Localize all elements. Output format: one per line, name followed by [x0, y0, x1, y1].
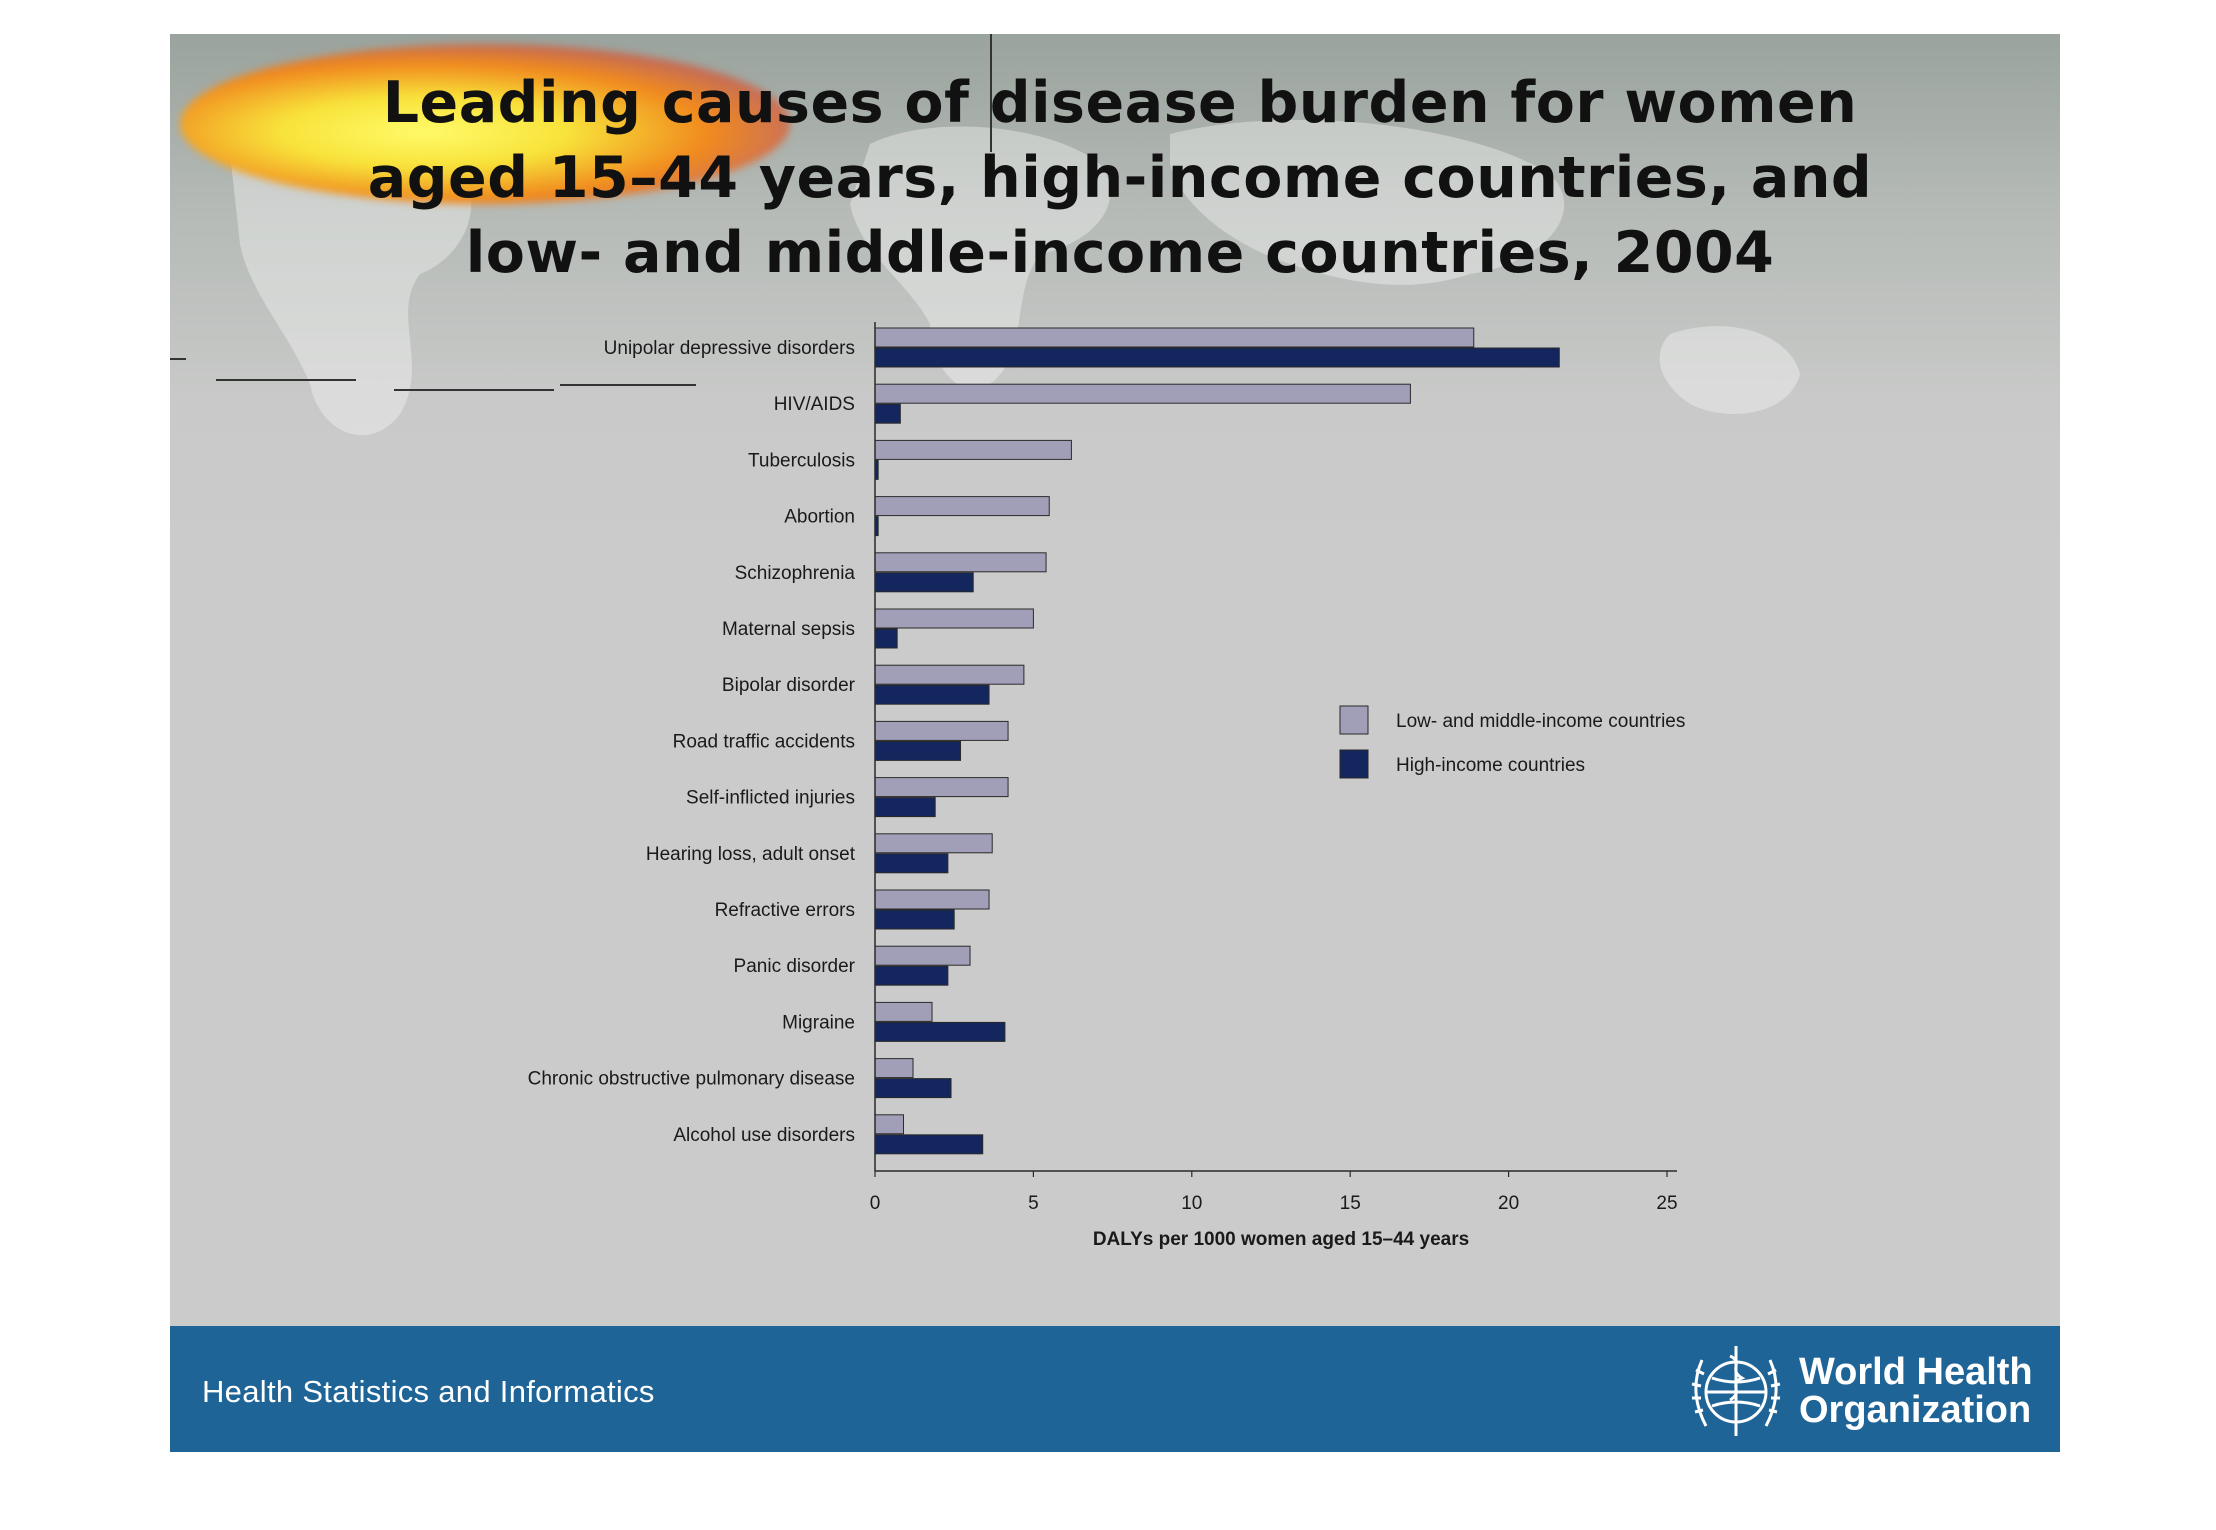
bar-high-income — [874, 909, 955, 930]
category-label: Panic disorder — [734, 956, 856, 977]
category-label: Road traffic accidents — [673, 731, 855, 752]
legend-swatch-low-middle-income — [1339, 705, 1369, 735]
slide: Leading causes of disease burden for wom… — [170, 34, 2060, 1452]
who-emblem-icon — [1691, 1346, 1781, 1436]
category-label: HIV/AIDS — [774, 394, 855, 415]
category-label: Hearing loss, adult onset — [646, 844, 856, 865]
who-logo: World Health Organization — [1682, 1336, 2042, 1446]
who-name-line2: Organization — [1799, 1389, 2032, 1431]
bar-high-income — [874, 403, 901, 424]
x-axis-title: DALYs per 1000 women aged 15–44 years — [1093, 1229, 1469, 1250]
x-tick-label: 15 — [1340, 1193, 1361, 1214]
bar-low-middle-income — [874, 1058, 914, 1079]
bar-low-middle-income — [874, 945, 971, 966]
bar-chart: Unipolar depressive disorders HIV/AIDS Tub… — [528, 322, 1685, 1250]
bar-low-middle-income — [874, 552, 1047, 573]
underline-mark — [560, 384, 696, 386]
x-tick-label: 5 — [1028, 1193, 1039, 1214]
legend-label: Low- and middle-income countries — [1396, 711, 1685, 732]
category-label: Tuberculosis — [748, 450, 855, 471]
bar-low-middle-income — [874, 1114, 905, 1135]
category-label: Maternal sepsis — [722, 619, 855, 640]
category-label: Unipolar depressive disorders — [604, 338, 855, 359]
x-tick-label: 10 — [1181, 1193, 1202, 1214]
x-tick-label: 25 — [1656, 1193, 1677, 1214]
footer-bar: Health Statistics and Informatics World … — [170, 1326, 2060, 1452]
bar-high-income — [874, 853, 949, 874]
bar-high-income — [874, 740, 962, 761]
category-label: Abortion — [784, 507, 855, 528]
category-label: Schizophrenia — [735, 563, 856, 584]
category-label: Migraine — [782, 1012, 855, 1033]
category-label: Refractive errors — [715, 900, 855, 921]
bar-low-middle-income — [874, 720, 1009, 741]
bar-low-middle-income — [874, 777, 1009, 798]
underline-mark — [170, 358, 186, 360]
chart-title: Leading causes of disease burden for wom… — [367, 70, 1873, 286]
legend-label: High-income countries — [1396, 755, 1585, 776]
bar-low-middle-income — [874, 327, 1475, 348]
title-background — [170, 34, 2060, 554]
highlight-heat-glow — [180, 44, 790, 204]
bar-low-middle-income — [874, 1001, 933, 1022]
bar-high-income — [874, 1134, 984, 1155]
category-label: Self-inflicted injuries — [686, 788, 855, 809]
bar-low-middle-income — [874, 383, 1411, 404]
bar-high-income — [874, 965, 949, 986]
x-tick-label: 0 — [870, 1193, 881, 1214]
underline-mark — [216, 379, 356, 381]
bar-high-income — [874, 572, 974, 593]
bar-low-middle-income — [874, 664, 1025, 685]
bar-high-income — [874, 1078, 952, 1099]
category-label: Chronic obstructive pulmonary disease — [528, 1069, 855, 1090]
underline-mark — [394, 389, 554, 391]
category-label: Alcohol use disorders — [673, 1125, 855, 1146]
bar-high-income — [874, 684, 990, 705]
bar-low-middle-income — [874, 496, 1050, 517]
bar-low-middle-income — [874, 608, 1034, 629]
bar-low-middle-income — [874, 439, 1072, 460]
legend-swatch-high-income — [1339, 749, 1369, 779]
bar-low-middle-income — [874, 833, 993, 854]
footer-text: Health Statistics and Informatics — [202, 1374, 655, 1409]
x-tick-label: 20 — [1498, 1193, 1519, 1214]
category-label: Bipolar disorder — [722, 675, 856, 696]
bar-low-middle-income — [874, 889, 990, 910]
bar-high-income — [874, 797, 936, 818]
bar-high-income — [874, 347, 1560, 368]
who-name-line1: World Health — [1799, 1351, 2033, 1393]
bar-high-income — [874, 1021, 1006, 1042]
bar-high-income — [874, 628, 898, 649]
cursor-line — [990, 34, 992, 152]
